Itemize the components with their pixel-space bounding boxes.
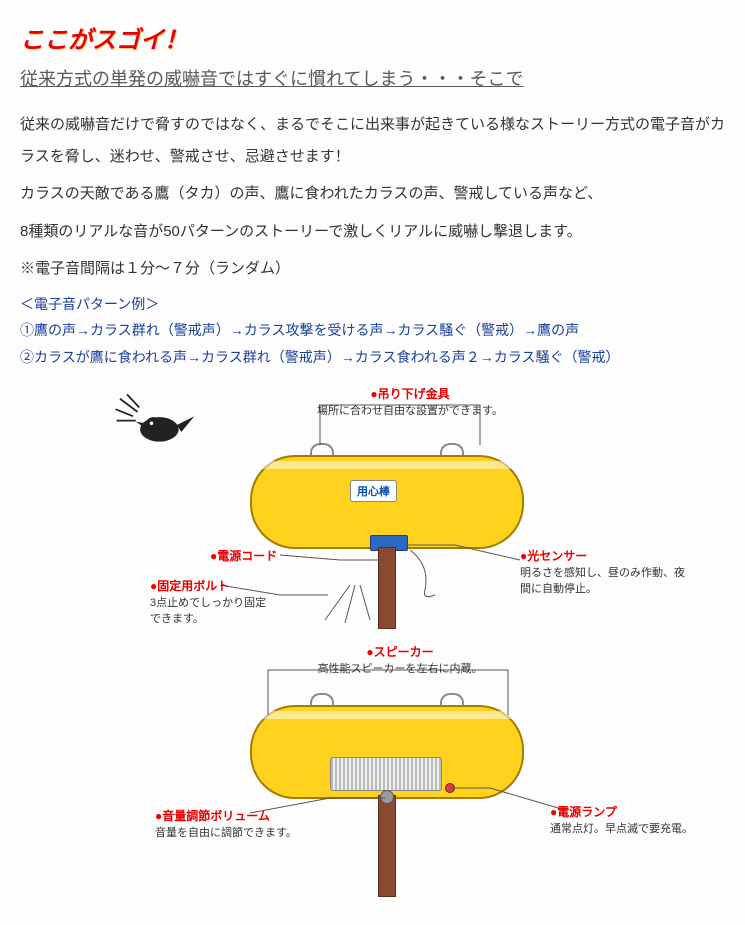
device-plate-top: 用心棒 — [350, 480, 397, 502]
crow-illustration — [110, 390, 200, 460]
pattern-1: ①鷹の声→カラス群れ（警戒声）→カラス攻撃を受ける声→カラス騒ぐ（警戒）→鷹の声 — [20, 317, 725, 344]
label-bolt: ●固定用ボルト 3点止めでしっかり固定できます。 — [150, 577, 270, 626]
paragraph-1: 従来の威嚇音だけで脅すのではなく、まるでそこに出来事が起きている様なストーリー方… — [20, 109, 725, 172]
label-cord: ●電源コード — [210, 547, 277, 564]
product-diagram: 用心棒 ●吊り下げ金具 場所に合わせ自由な設置ができます。 ●電源コード ●固定… — [20, 385, 725, 905]
label-hanger: ●吊り下げ金具 場所に合わせ自由な設置ができます。 — [300, 385, 520, 418]
label-sensor: ●光センサー 明るさを感知し、昼のみ作動、夜間に自動停止。 — [520, 547, 690, 596]
callout-sensor — [405, 540, 525, 570]
pattern-header: ＜電子音パターン例＞ — [20, 291, 725, 318]
paragraph-2: カラスの天敵である鷹（タカ）の声、鷹に食われたカラスの声、警戒している声など、 — [20, 178, 725, 210]
callout-cord — [280, 550, 390, 575]
label-lamp: ●電源ランプ 通常点灯。早点滅で要充電。 — [550, 803, 700, 836]
main-title: ここがスゴイ！ — [20, 20, 725, 55]
pattern-2: ②カラスが鷹に食われる声→カラス群れ（警戒声）→カラス食われる声２→カラス騒ぐ（… — [20, 344, 725, 371]
paragraph-4: ※電子音間隔は１分〜７分（ランダム） — [20, 253, 725, 285]
label-volume: ●音量調節ボリューム 音量を自由に調節できます。 — [155, 807, 305, 840]
sub-title: 従来方式の単発の威嚇音ではすぐに慣れてしまう・・・そこで — [20, 65, 725, 91]
speaker-grill — [330, 757, 442, 791]
label-speaker: ●スピーカー 高性能スピーカーを左右に内蔵。 — [300, 643, 500, 676]
paragraph-3: 8種類のリアルな音が50パターンのストーリーで激しくリアルに威嚇し撃退します。 — [20, 216, 725, 248]
